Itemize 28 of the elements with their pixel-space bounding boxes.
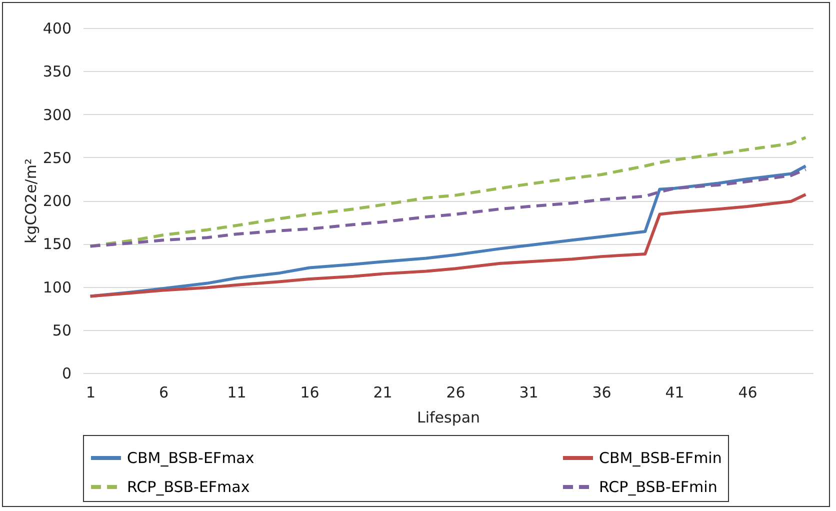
y-tick-label: 50 <box>52 321 72 340</box>
x-tick-label: 41 <box>665 384 684 402</box>
x-tick-label: 6 <box>159 384 169 402</box>
y-axis-title: kgCO2e/m² <box>22 158 40 244</box>
x-tick-label: 1 <box>86 384 96 402</box>
line-series <box>88 168 808 248</box>
legend-label: RCP_BSB-EFmax <box>127 478 250 496</box>
y-tick-label: 200 <box>42 192 72 210</box>
x-tick-label: 21 <box>373 384 392 402</box>
y-tick-label: 150 <box>42 235 72 254</box>
x-axis-title: Lifespan <box>416 408 480 426</box>
legend-label: RCP_BSB-EFmin <box>599 478 718 496</box>
x-tick-label: 26 <box>446 384 466 402</box>
x-tick-label: 16 <box>300 384 320 402</box>
x-tick-label: 31 <box>519 384 538 402</box>
legend-label: CBM_BSB-EFmin <box>599 449 722 467</box>
x-tick-label: 11 <box>227 384 246 402</box>
line-series <box>88 192 808 298</box>
legend-label: CBM_BSB-EFmax <box>127 449 254 467</box>
y-tick-label: 100 <box>42 278 72 296</box>
y-tick-label: 400 <box>42 20 72 38</box>
y-tick-label: 350 <box>42 62 72 81</box>
line-series <box>88 136 808 248</box>
y-tick-label: 300 <box>42 106 72 124</box>
x-tick-label: 36 <box>592 384 612 402</box>
y-tick-label: 250 <box>42 148 72 167</box>
x-tick-label: 46 <box>738 384 758 402</box>
y-tick-label: 0 <box>62 364 72 382</box>
